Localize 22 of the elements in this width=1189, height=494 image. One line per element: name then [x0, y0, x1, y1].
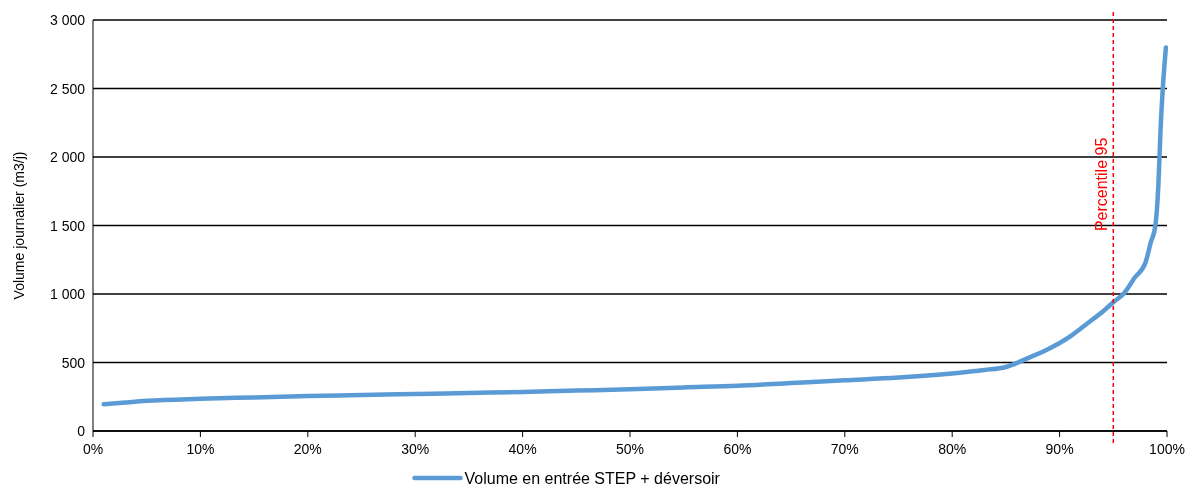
x-tick-label: 50%	[615, 441, 645, 457]
y-tick-label: 500	[61, 354, 86, 371]
y-tick-label: 2 000	[49, 149, 86, 165]
y-axis-title: Volume journalier (m3/j)	[11, 151, 27, 300]
x-tick-label: 70%	[830, 441, 859, 457]
y-tick-label: 2 500	[49, 80, 86, 97]
x-tick-label: 0%	[82, 441, 104, 457]
y-tick-label: 1 000	[49, 286, 86, 302]
y-tick-label: 1 500	[49, 217, 86, 234]
x-tick-label: 30%	[401, 441, 430, 457]
ref-line-label: Percentile 95	[1093, 137, 1111, 232]
x-tick-label: 100%	[1149, 441, 1185, 457]
line-series	[101, 45, 1169, 407]
x-tick-label: 80%	[938, 441, 967, 457]
x-tick-label: 20%	[293, 441, 322, 457]
x-tick-label: 10%	[186, 441, 215, 457]
y-tick-label: 3 000	[49, 12, 86, 28]
x-tick-label: 60%	[723, 441, 752, 457]
x-tick-label: 90%	[1045, 441, 1074, 457]
x-tick-label: 40%	[508, 441, 537, 457]
legend-label: Volume en entrée STEP + déversoir	[464, 470, 721, 487]
y-tick-label: 0	[77, 423, 86, 439]
